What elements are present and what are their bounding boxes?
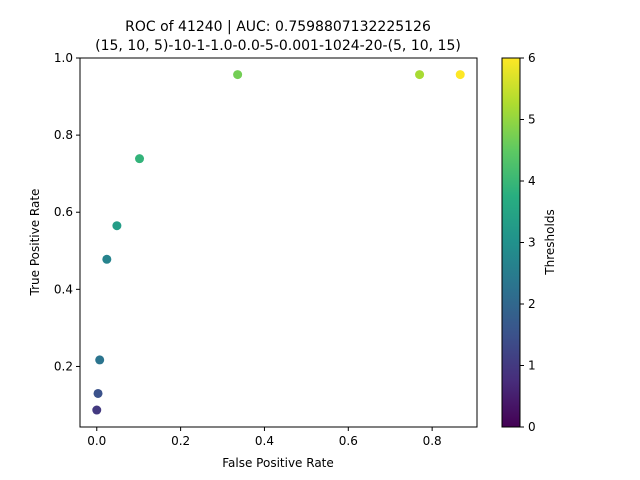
y-tick-label: 0.8	[54, 128, 73, 142]
roc-point	[112, 221, 122, 231]
x-axis-ticks: 0.0 0.2 0.4 0.6 0.8	[87, 427, 442, 448]
x-tick-label: 0.4	[255, 434, 274, 448]
colorbar-tick-label: 0	[528, 420, 536, 434]
colorbar-label: Thresholds	[543, 209, 557, 275]
colorbar-tick-label: 2	[528, 297, 536, 311]
colorbar-tick-label: 4	[528, 174, 536, 188]
colorbar-tick-label: 6	[528, 51, 536, 65]
colorbar-tick-label: 1	[528, 359, 536, 373]
roc-point	[95, 355, 105, 365]
y-axis-label: True Positive Rate	[28, 189, 42, 297]
colorbar	[501, 57, 521, 428]
chart-title-line2: (15, 10, 5)-10-1-1.0-0.0-5-0.001-1024-20…	[95, 38, 461, 54]
scatter-points	[92, 70, 465, 415]
roc-point	[455, 70, 465, 80]
roc-point	[92, 405, 102, 415]
x-axis-label: False Positive Rate	[222, 456, 334, 470]
colorbar-ticks: 0 1 2 3 4 5 6	[520, 51, 536, 434]
plot-area	[79, 57, 478, 428]
y-axis-ticks: 0.2 0.4 0.6 0.8 1.0	[54, 51, 80, 373]
x-tick-label: 0.0	[87, 434, 106, 448]
colorbar-tick-label: 3	[528, 236, 536, 250]
y-tick-label: 0.6	[54, 205, 73, 219]
roc-point	[102, 254, 112, 264]
x-tick-label: 0.8	[423, 434, 442, 448]
roc-point	[93, 388, 103, 398]
y-tick-label: 0.2	[54, 359, 73, 373]
roc-point	[135, 154, 145, 164]
roc-point	[415, 70, 425, 80]
x-tick-label: 0.6	[339, 434, 358, 448]
y-tick-label: 1.0	[54, 51, 73, 65]
colorbar-tick-label: 5	[528, 113, 536, 127]
y-tick-label: 0.4	[54, 282, 73, 296]
chart-title-line1: ROC of 41240 | AUC: 0.7598807132225126	[125, 19, 431, 35]
roc-point	[233, 70, 243, 80]
x-tick-label: 0.2	[171, 434, 190, 448]
